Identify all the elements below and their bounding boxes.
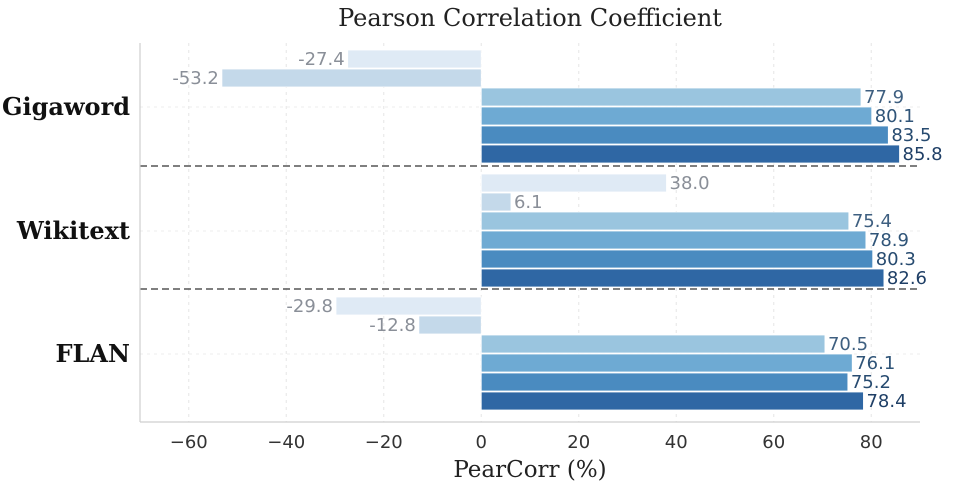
value-label-flan-6: 78.4 (866, 391, 906, 412)
bar-wikitext-5 (480, 249, 874, 269)
value-label-flan-1: -29.8 (286, 296, 333, 317)
bar-flan-6 (480, 391, 864, 411)
bar-flan-5 (480, 372, 849, 392)
bar-gigaword-6 (480, 144, 900, 164)
value-label-wikitext-1: 38.0 (670, 173, 710, 194)
x-axis-label: PearCorr (%) (453, 457, 606, 483)
bar-wikitext-3 (480, 211, 850, 231)
value-label-gigaword-4: 80.1 (875, 106, 915, 127)
x-tick-label-0: −60 (170, 432, 208, 453)
value-label-wikitext-5: 80.3 (876, 249, 916, 270)
bar-gigaword-5 (480, 125, 889, 145)
value-label-flan-3: 70.5 (828, 334, 868, 355)
value-label-gigaword-2: -53.2 (172, 68, 219, 89)
category-label-flan: FLAN (56, 339, 130, 368)
x-tick-label-5: 40 (665, 432, 688, 453)
category-labels: Gigaword Wikitext FLAN (2, 92, 130, 368)
value-label-wikitext-2: 6.1 (514, 192, 543, 213)
value-label-flan-2: -12.8 (369, 315, 416, 336)
bar-flan-4 (480, 353, 853, 373)
chart-title: Pearson Correlation Coefficient (338, 4, 722, 32)
x-tick-label-4: 20 (567, 432, 590, 453)
axes-layer (139, 43, 920, 423)
bar-gigaword-2 (221, 68, 482, 88)
value-label-gigaword-5: 83.5 (891, 125, 931, 146)
value-label-gigaword-3: 77.9 (864, 87, 904, 108)
value-label-wikitext-6: 82.6 (887, 268, 927, 289)
value-label-flan-4: 76.1 (855, 353, 895, 374)
category-label-gigaword: Gigaword (2, 92, 130, 121)
bar-flan-3 (480, 334, 826, 354)
value-label-wikitext-4: 78.9 (869, 230, 909, 251)
x-tick-label-2: −20 (365, 432, 403, 453)
bar-gigaword-4 (480, 106, 873, 126)
x-tick-label-7: 80 (860, 432, 883, 453)
x-tick-label-6: 60 (762, 432, 785, 453)
category-label-wikitext: Wikitext (16, 216, 130, 245)
bar-flan-2 (418, 315, 482, 335)
bar-flan-1 (335, 296, 482, 316)
x-tick-label-1: −40 (267, 432, 305, 453)
bar-wikitext-4 (480, 230, 867, 250)
value-label-gigaword-6: 85.8 (903, 144, 943, 165)
value-label-flan-5: 75.2 (851, 372, 891, 393)
bar-wikitext-6 (480, 268, 885, 288)
group-separators (140, 165, 920, 290)
value-label-wikitext-3: 75.4 (852, 211, 892, 232)
x-tick-labels: −60 −40 −20 0 20 40 60 80 (170, 432, 883, 453)
value-labels-layer: -27.4-53.277.980.183.585.838.06.175.478.… (172, 49, 942, 412)
bar-wikitext-2 (480, 192, 512, 212)
bars-layer (221, 49, 900, 411)
x-tick-label-3: 0 (476, 432, 487, 453)
value-label-gigaword-1: -27.4 (298, 49, 345, 70)
bar-gigaword-1 (347, 49, 482, 69)
bar-wikitext-1 (480, 173, 667, 193)
bar-gigaword-3 (480, 87, 862, 107)
